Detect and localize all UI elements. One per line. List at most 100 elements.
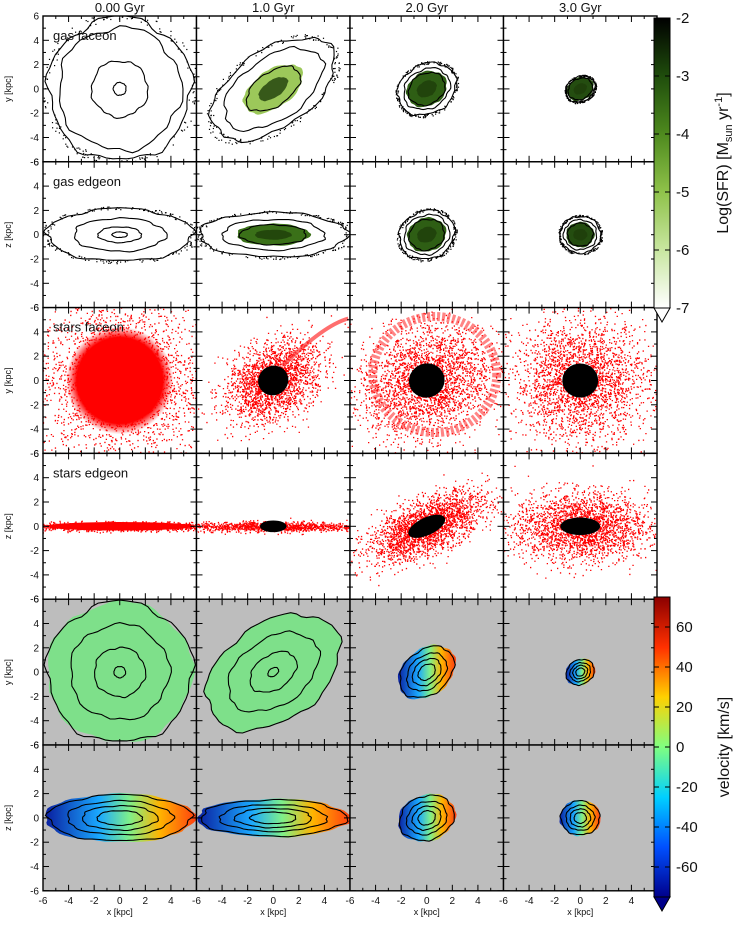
- y-axis-label: y [kpc]: [3, 367, 13, 393]
- colorbars: -2 -3 -4 -5 -6 -7 Log(SFR) [Msun yr-1] 60 40 20 0 -…: [653, 10, 735, 913]
- panel-r2-c2: [349, 306, 505, 455]
- x-tick-label: 2: [296, 896, 302, 907]
- panel-r3-c3: [502, 452, 658, 600]
- y-tick-label: -2: [30, 692, 39, 703]
- x-tick-label: -6: [192, 896, 201, 907]
- y-tick-label: -6: [30, 303, 39, 314]
- y-tick-label: 6: [33, 12, 39, 23]
- star-particles: [43, 307, 197, 454]
- stellar-bulge: [408, 363, 445, 398]
- density-contour: [218, 804, 329, 833]
- density-contour: [249, 650, 299, 693]
- panel-grid: [42, 15, 658, 892]
- y-axis-label: z [kpc]: [3, 805, 13, 831]
- x-tick-label: -2: [397, 896, 406, 907]
- x-tick-label: 0: [270, 896, 276, 907]
- density-contour: [399, 645, 456, 698]
- y-tick-label: -2: [30, 546, 39, 557]
- colorbar-tick-label: 60: [676, 619, 693, 636]
- panel-r5-c3: [502, 744, 658, 892]
- density-contour: [73, 217, 168, 253]
- panel-r5-c0: [42, 744, 198, 892]
- x-tick-label: -6: [346, 896, 355, 907]
- y-tick-label: 0: [33, 84, 39, 95]
- y-tick-label: -6: [30, 449, 39, 460]
- y-axis-label: z [kpc]: [3, 513, 13, 539]
- density-contour: [403, 213, 451, 256]
- colorbar-sfr-scale: [653, 17, 671, 309]
- row-label: stars edgeon: [53, 465, 128, 480]
- density-contour: [407, 71, 446, 107]
- y-tick-label: 2: [33, 352, 39, 363]
- panel-r2-c3: [502, 306, 658, 455]
- density-contour: [569, 808, 592, 828]
- panel-r3-c1: [195, 452, 351, 600]
- colorbar-tick-label: -3: [676, 68, 689, 85]
- velocity-map: [48, 599, 196, 742]
- row-label: stars faceon: [53, 320, 124, 335]
- colorbar-tick-label: -2: [676, 10, 689, 27]
- density-contour: [567, 77, 594, 101]
- panel-r3-c2: [349, 452, 505, 600]
- y-tick-label: -2: [30, 400, 39, 411]
- x-tick-label: -2: [550, 896, 559, 907]
- x-tick-label: -4: [218, 896, 227, 907]
- y-tick-label: 2: [33, 60, 39, 71]
- density-contour: [70, 622, 172, 721]
- sfr-core: [573, 83, 588, 95]
- x-axis-label: x [kpc]: [107, 907, 133, 917]
- panel-r0-c2: [349, 15, 505, 163]
- x-axis-label: x [kpc]: [567, 907, 593, 917]
- panel-r4-c0: [42, 598, 198, 746]
- x-tick-label: -2: [243, 896, 252, 907]
- y-tick-label: 4: [33, 327, 39, 338]
- y-tick-label: 4: [33, 765, 39, 776]
- colorbar-tick-label: -7: [676, 300, 689, 317]
- y-tick-label: -4: [30, 279, 39, 290]
- panel-background: [43, 161, 197, 308]
- star-particles: [43, 520, 197, 534]
- x-axis-label: x [kpc]: [414, 907, 440, 917]
- colorbar-tick-label: 20: [676, 699, 693, 716]
- y-axis-label: z [kpc]: [3, 222, 13, 248]
- density-contour: [113, 666, 127, 679]
- colorbar-underflow-triangle: [653, 896, 671, 913]
- row-label: gas faceon: [53, 28, 117, 43]
- column-title: 3.0 Gyr: [559, 0, 602, 15]
- y-tick-label: -4: [30, 425, 39, 436]
- sfr-core: [416, 80, 437, 98]
- panel-r0-c0: [42, 15, 198, 163]
- density-contour: [398, 794, 455, 842]
- y-tick-label: 6: [33, 449, 39, 460]
- stellar-bulge: [562, 363, 599, 398]
- sfr-core: [255, 229, 292, 240]
- sfr-core: [417, 226, 437, 243]
- y-tick-label: -4: [30, 133, 39, 144]
- y-tick-label: -4: [30, 716, 39, 727]
- y-tick-label: 4: [33, 473, 39, 484]
- labels: 0.00 Gyr 1.0 Gyr 2.0 Gyr 3.0 Gyr gas faceon y…: [3, 0, 635, 917]
- density-contour: [238, 223, 307, 246]
- y-tick-label: 0: [33, 522, 39, 533]
- panel-r3-c0: [42, 452, 198, 600]
- panel-r5-c1: [195, 744, 351, 892]
- star-particles: [503, 453, 657, 579]
- x-tick-label: 2: [143, 896, 149, 907]
- column-title: 0.00 Gyr: [95, 0, 146, 15]
- column-title: 1.0 Gyr: [252, 0, 295, 15]
- x-tick-label: 4: [168, 896, 174, 907]
- density-contour: [566, 222, 595, 247]
- y-tick-label: -6: [30, 595, 39, 606]
- density-contour: [562, 218, 598, 251]
- velocity-map: [397, 644, 456, 700]
- y-tick-label: 2: [33, 643, 39, 654]
- density-contour: [221, 219, 326, 252]
- density-contour: [405, 800, 448, 836]
- x-tick-label: -2: [90, 896, 99, 907]
- colorbar-tick-label: -6: [676, 242, 689, 259]
- density-contour: [227, 630, 322, 713]
- density-contour: [417, 809, 436, 826]
- velocity-map: [204, 613, 342, 733]
- tidal-tail: [281, 316, 349, 367]
